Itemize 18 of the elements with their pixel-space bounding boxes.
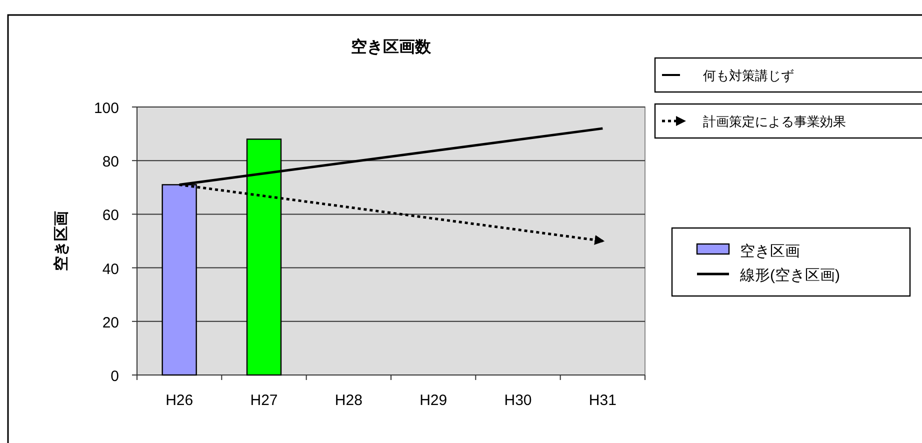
chart-title: 空き区画数 [351, 38, 432, 56]
x-tick-label: H26 [166, 392, 194, 409]
x-tick-label: H29 [420, 392, 448, 409]
legend-label: 空き区画 [740, 243, 800, 260]
y-tick-label: 40 [102, 260, 119, 278]
x-tick-label: H28 [334, 392, 362, 409]
text: 何も対策講じず [703, 68, 794, 83]
x-tick-label: H30 [504, 392, 532, 409]
y-tick-label: 20 [102, 314, 119, 332]
y-axis-title: 空き区画 [52, 211, 70, 271]
x-tick-label: H31 [588, 392, 616, 409]
legend-label: 線形(空き区画) [739, 267, 840, 284]
y-tick-label: 80 [102, 154, 119, 171]
x-tick-label: H27 [250, 392, 278, 409]
legend-label: 計画策定による事業効果 [703, 114, 846, 129]
y-tick-label: 60 [102, 207, 119, 224]
y-tick-label: 0 [110, 368, 119, 385]
y-tick-label: 100 [94, 100, 119, 117]
